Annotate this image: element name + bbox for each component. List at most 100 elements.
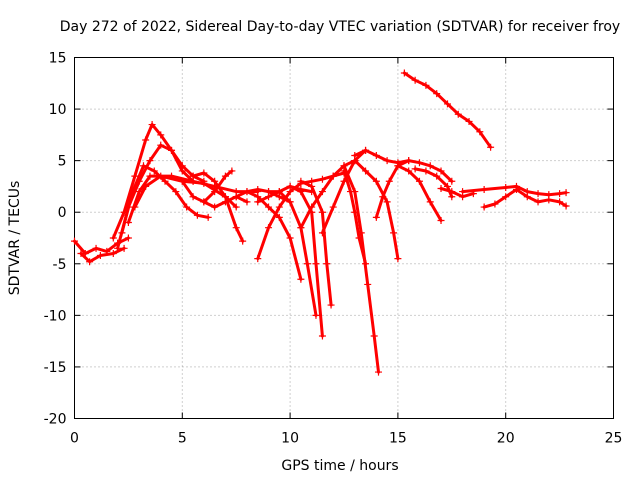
data-point [480,203,488,211]
data-point [426,198,434,206]
data-point [459,188,467,196]
data-point [523,193,531,201]
data-point [96,252,104,260]
series-arc-low-b [77,244,128,266]
data-point [379,193,387,201]
data-point [448,177,456,185]
series-arc-down-to-14 [340,162,382,376]
data-point [426,162,434,170]
data-point [491,200,499,208]
data-point [146,172,154,180]
series-arc-17-to-18 [437,184,477,201]
data-point [364,280,372,288]
data-point [465,117,473,125]
data-point [109,249,117,257]
data-point [232,224,240,232]
series-arc-long-up-to-13 [318,146,370,237]
data-point [372,151,380,159]
data-point [228,167,236,175]
data-point [454,110,462,118]
x-axis-ticks: 0 5 10 15 20 25 [70,57,622,447]
data-point [161,177,169,185]
data-point [200,169,208,177]
series-line [353,159,400,261]
data-point [362,167,370,175]
data-point [448,188,456,196]
data-point [351,208,359,216]
data-point [114,244,122,252]
data-point [129,188,137,196]
data-point [265,203,273,211]
data-point [286,198,294,206]
y-tick-label: -20 [44,412,67,428]
data-point [178,162,186,170]
data-point [394,162,402,170]
plot-frame [74,57,614,419]
data-point [340,167,348,175]
y-axis-ticks: 15 10 5 0 -5 -10 -15 -20 [44,51,614,428]
data-point [183,203,191,211]
x-tick-label: 20 [497,431,515,447]
y-tick-label: 15 [49,51,67,67]
data-point [120,244,128,252]
data-point [297,275,305,283]
data-point [265,188,273,196]
data-point [372,177,380,185]
data-point [303,260,311,268]
data-point [312,260,320,268]
data-point [355,234,363,242]
series-arc-down-to-11.8 [297,177,335,309]
series-arc-down-to-11.5 [286,182,326,340]
data-point [351,157,359,165]
data-point [308,182,316,190]
series-line [180,169,234,204]
data-point [390,229,398,237]
data-point [411,76,419,84]
data-point [312,311,320,319]
data-point [405,157,413,165]
series-arc-16-to-17.5 [411,165,456,201]
data-point [157,141,165,149]
data-point [131,172,139,180]
data-point [394,255,402,263]
data-point [275,203,283,211]
data-point [157,131,165,139]
data-point [189,193,197,201]
series-line [439,187,475,199]
data-point [318,208,326,216]
y-tick-label: -5 [53,257,67,273]
data-point [124,219,132,227]
data-point [318,175,326,183]
series-arc-down-to-13.5 [340,167,370,268]
data-point [146,157,154,165]
data-point [221,172,229,180]
data-point [385,177,393,185]
data-point [329,203,337,211]
data-point [150,167,158,175]
data-point [275,188,283,196]
data-point [562,202,570,210]
data-point [254,255,262,263]
y-axis-label: SDTVAR / TECUs [7,181,23,296]
data-point [346,188,354,196]
data-point [327,301,335,309]
series-line [402,71,493,149]
data-point [329,172,337,180]
data-point [562,189,570,197]
data-point [139,162,147,170]
series-line [299,159,357,230]
data-point [323,260,331,268]
y-tick-label: 0 [58,205,67,221]
data-point [142,182,150,190]
y-tick-label: 5 [58,154,67,170]
data-point [221,198,229,206]
data-point [383,198,391,206]
series-arc-top [400,69,495,151]
data-point [243,198,251,206]
data-point [168,146,176,154]
series-arc-19-to-22.8 [480,186,570,211]
data-point [362,146,370,154]
series-arc-down-to-10.5 [243,188,305,283]
data-point [400,69,408,77]
